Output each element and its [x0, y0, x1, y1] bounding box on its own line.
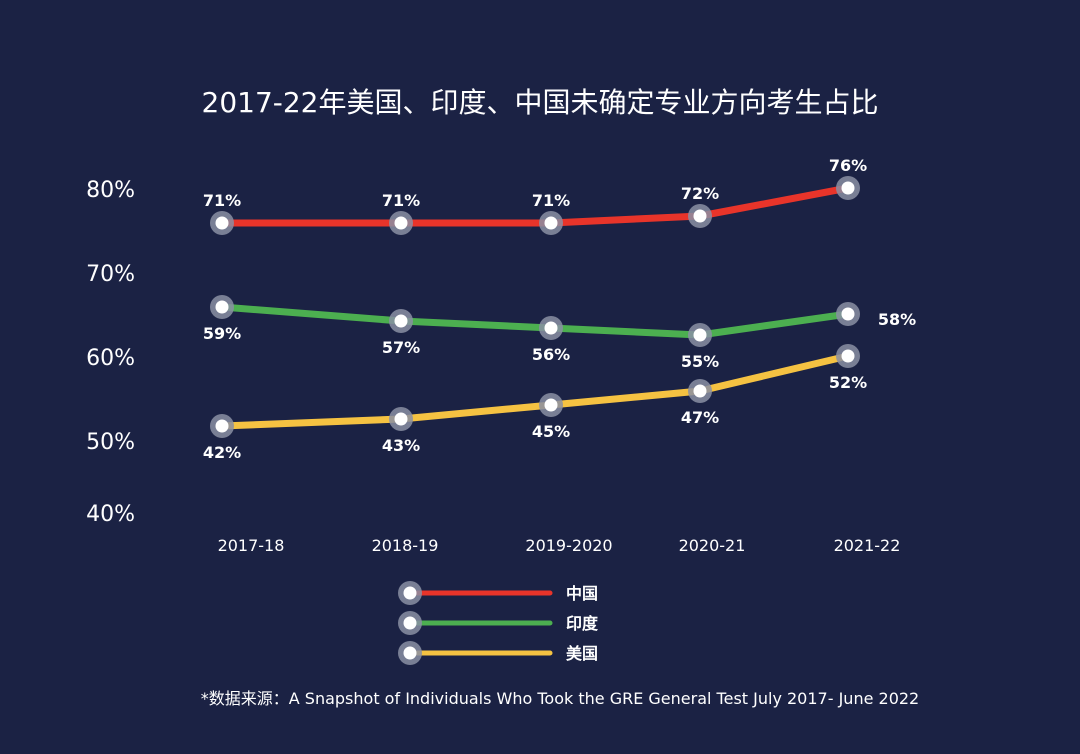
data-point — [688, 323, 712, 347]
data-label: 71% — [532, 191, 570, 210]
series-layer: 71% 71% 71% 72% 76% 59% 57% 56% 55% 58% 42% 43% 45% 4… — [203, 156, 916, 462]
data-point — [389, 211, 413, 235]
legend-item: 中国 — [398, 581, 598, 605]
data-label: 58% — [878, 310, 916, 329]
data-label: 52% — [829, 373, 867, 392]
data-label: 56% — [532, 345, 570, 364]
data-point — [539, 211, 563, 235]
data-point — [210, 414, 234, 438]
x-tick-label: 2018-19 — [372, 536, 439, 555]
data-point — [210, 211, 234, 235]
x-tick-label: 2020-21 — [679, 536, 746, 555]
series-line — [218, 303, 852, 339]
data-point — [389, 407, 413, 431]
data-point — [210, 295, 234, 319]
data-point — [836, 302, 860, 326]
data-label: 47% — [681, 408, 719, 427]
data-point — [688, 379, 712, 403]
data-label: 42% — [203, 443, 241, 462]
x-tick-label: 2017-18 — [218, 536, 285, 555]
data-label: 71% — [382, 191, 420, 210]
source-note: *数据来源：A Snapshot of Individuals Who Took… — [201, 689, 919, 708]
data-point — [836, 176, 860, 200]
y-tick-label: 60% — [86, 346, 135, 371]
data-point — [688, 204, 712, 228]
data-point — [539, 316, 563, 340]
data-label: 71% — [203, 191, 241, 210]
x-tick-label: 2019-2020 — [525, 536, 612, 555]
data-label: 43% — [382, 436, 420, 455]
y-tick-label: 70% — [86, 262, 135, 287]
data-label: 45% — [532, 422, 570, 441]
y-tick-label: 40% — [86, 502, 135, 527]
data-label: 55% — [681, 352, 719, 371]
data-label: 57% — [382, 338, 420, 357]
data-label: 59% — [203, 324, 241, 343]
series-line — [218, 352, 852, 430]
data-label: 76% — [829, 156, 867, 175]
data-point — [389, 309, 413, 333]
chart-title: 2017-22年美国、印度、中国未确定专业方向考生占比 — [202, 86, 879, 119]
y-tick-label: 50% — [86, 430, 135, 455]
y-tick-label: 80% — [86, 178, 135, 203]
data-point — [836, 344, 860, 368]
legend-label: 中国 — [566, 584, 598, 603]
legend-label: 美国 — [566, 644, 598, 663]
data-label: 72% — [681, 184, 719, 203]
legend-label: 印度 — [566, 614, 599, 633]
legend-item: 美国 — [398, 641, 598, 665]
x-tick-label: 2021-22 — [834, 536, 901, 555]
data-point — [539, 393, 563, 417]
legend-item: 印度 — [398, 611, 599, 635]
